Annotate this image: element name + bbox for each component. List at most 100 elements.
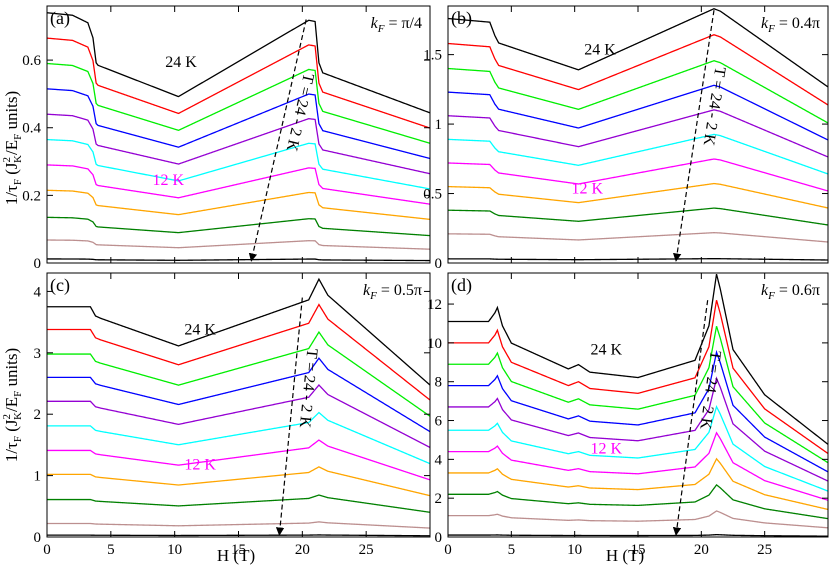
x-tick-label: 15 — [231, 542, 246, 558]
y-tick-label: 4 — [34, 284, 42, 300]
y-tick-label: 4 — [435, 452, 443, 468]
y-tick-label: 0 — [435, 256, 443, 272]
series-group — [448, 8, 828, 261]
series-line-20K — [448, 326, 828, 464]
series-line-22K — [448, 34, 828, 106]
label-12K: 12 K — [572, 181, 604, 198]
series-line-8K — [448, 483, 828, 520]
x-axis-label-right: H (T) — [606, 546, 644, 565]
y-tick-label: 1.5 — [423, 48, 442, 64]
series-line-20K — [47, 62, 430, 144]
label-24K: 24 K — [584, 42, 616, 59]
series-line-14K — [448, 133, 828, 175]
panel-label: (a) — [50, 8, 70, 29]
series-line-12K — [448, 431, 828, 501]
panel-title: kF = 0.6π — [761, 282, 820, 302]
y-tick-label: 2 — [435, 491, 443, 507]
label-24K: 24 K — [184, 321, 216, 338]
x-tick-label: 20 — [694, 542, 709, 558]
x-tick-label: 10 — [167, 542, 182, 558]
temperature-arrow-label: T = 24 - 2 K — [283, 72, 317, 154]
x-tick-label: 20 — [295, 542, 310, 558]
label-12K: 12 K — [184, 456, 216, 473]
series-line-18K — [47, 357, 430, 433]
series-group — [47, 12, 430, 262]
x-tick-label: 10 — [567, 542, 582, 558]
panel-label: (b) — [451, 8, 472, 29]
label-12K: 12 K — [591, 441, 623, 458]
series-line-10K — [47, 189, 430, 221]
y-tick-label: 0 — [435, 530, 443, 546]
series-line-6K — [448, 232, 828, 243]
panel-3: 0 5 10 15 20 25 0 1 2 3 4 (c) kF = 0.5π 24 K 12 K T = 2… — [34, 272, 431, 558]
x-tick-label: 15 — [631, 542, 646, 558]
series-line-16K — [448, 109, 828, 158]
series-line-6K — [47, 239, 430, 250]
panels: 0 0.2 0.4 0.6 (a) kF = π/4 24 K 12 K T = 24 - 2 … — [22, 5, 829, 558]
series-line-10K — [448, 457, 828, 511]
series-line-20K — [448, 60, 828, 124]
label-24K: 24 K — [591, 342, 623, 359]
series-line-22K — [47, 303, 430, 401]
label-24K: 24 K — [165, 54, 197, 71]
series-line-24K — [448, 273, 828, 445]
y-tick-label: 8 — [435, 375, 443, 391]
panel-label: (d) — [451, 275, 472, 296]
svg-text:1/τF (J2K/EF units): 1/τF (J2K/EF units) — [1, 91, 24, 205]
y-tick-label: 1 — [435, 117, 443, 133]
x-tick-label: 5 — [107, 542, 115, 558]
label-12K: 12 K — [153, 172, 185, 189]
temperature-arrow-label: T = 24 - 2 K — [296, 348, 321, 429]
y-tick-label: 6 — [435, 414, 443, 430]
x-tick-label: 0 — [444, 542, 452, 558]
series-line-6K — [47, 521, 430, 529]
y-tick-label: 3 — [34, 346, 42, 362]
axes-frame — [46, 5, 431, 264]
y-tick-label: 2 — [34, 407, 42, 423]
panel-4: 0 5 10 15 20 25 0 2 4 6 8 10 12 (d) kF = 0.6π 24 K 12 K T… — [427, 272, 829, 558]
y-tick-label: 0.6 — [22, 53, 41, 69]
y-tick-label: 0 — [34, 530, 42, 546]
series-line-22K — [448, 300, 828, 455]
y-tick-label: 0.4 — [22, 121, 41, 137]
axes-frame — [46, 272, 431, 538]
series-line-18K — [448, 84, 828, 141]
series-line-12K — [47, 439, 430, 481]
series-line-12K — [448, 158, 828, 192]
series-line-16K — [448, 376, 828, 482]
panel-label: (c) — [50, 275, 70, 296]
series-line-24K — [448, 8, 828, 88]
series-line-6K — [448, 510, 828, 529]
y-tick-label: 0 — [34, 256, 42, 272]
series-line-16K — [47, 384, 430, 449]
series-line-20K — [47, 330, 430, 417]
series-line-14K — [47, 411, 430, 465]
svg-text:1/τF (J2K/EF units): 1/τF (J2K/EF units) — [1, 348, 24, 462]
series-line-10K — [448, 182, 828, 209]
temperature-arrow — [248, 19, 307, 262]
temperature-arrow — [672, 10, 715, 262]
x-tick-label: 25 — [359, 542, 374, 558]
panel-title: kF = 0.4π — [761, 15, 820, 35]
x-tick-label: 25 — [757, 542, 772, 558]
panel-1: 0 0.2 0.4 0.6 (a) kF = π/4 24 K 12 K T = 24 - 2 … — [22, 5, 431, 272]
series-line-8K — [47, 494, 430, 513]
y-tick-label: 1 — [34, 469, 42, 485]
series-line-10K — [47, 466, 430, 497]
series-line-18K — [47, 88, 430, 160]
y-tick-label: 0.2 — [22, 188, 41, 204]
panel-title: kF = 0.5π — [363, 282, 422, 302]
panel-title: kF = π/4 — [371, 15, 422, 35]
x-tick-label: 0 — [43, 542, 51, 558]
series-line-12K — [47, 164, 430, 205]
series-line-16K — [47, 113, 430, 175]
y-axis-label-top: 1/τF (J2K/EF units) — [1, 91, 24, 205]
series-line-14K — [448, 405, 828, 492]
x-tick-label: 5 — [508, 542, 516, 558]
series-line-22K — [47, 37, 430, 129]
temperature-arrow-label: T = 24 - 2 K — [696, 350, 724, 431]
y-tick-label: 12 — [427, 297, 442, 313]
series-line-8K — [448, 207, 828, 226]
